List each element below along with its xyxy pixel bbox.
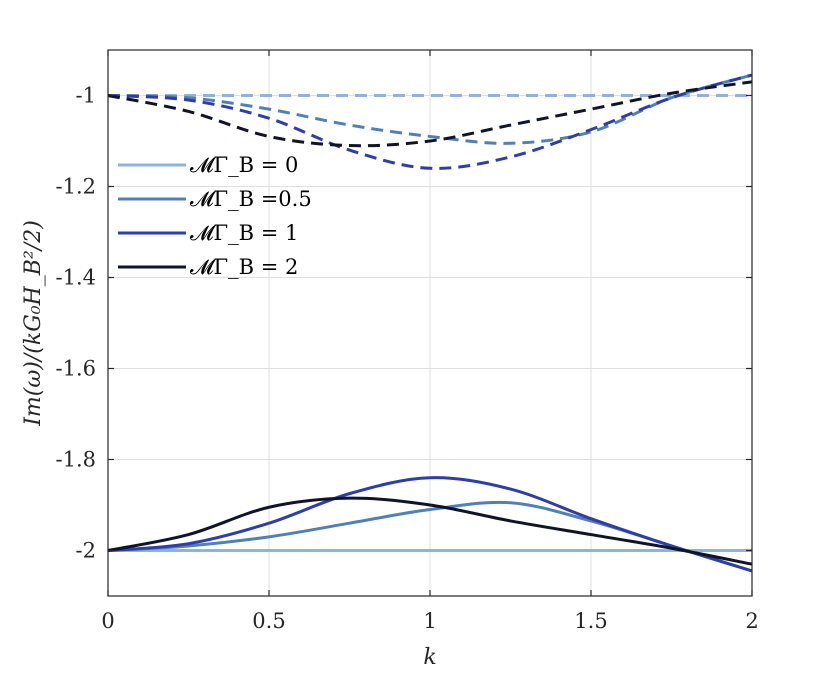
dashed-series-line-5: [107, 73, 753, 145]
legend-label: 𝓜Γ_B =0.5: [190, 187, 312, 211]
x-tick-label: 2: [745, 609, 758, 633]
dashed-series-line-6: [107, 73, 753, 170]
y-tick-label: -1: [76, 84, 96, 108]
series-line-3: [107, 496, 753, 566]
series-line-2: [107, 476, 753, 573]
x-axis-label: k: [423, 645, 436, 670]
grid: [107, 50, 753, 596]
x-tick-label: 1.5: [574, 609, 607, 633]
y-tick-label: -1.2: [56, 175, 97, 199]
legend-label: 𝓜Γ_B = 1: [190, 221, 298, 245]
y-axis-label: Im(ω)/(kG₀H_B²/2): [21, 220, 46, 427]
y-tick-label: -1.6: [56, 357, 97, 381]
x-tick-label: 0: [101, 609, 114, 633]
y-tick-label: -2: [76, 539, 96, 563]
dashed-series-line-7: [107, 80, 753, 148]
legend: 𝓜Γ_B = 0 𝓜Γ_B =0.5 𝓜Γ_B = 1 𝓜Γ_B = 2: [118, 153, 312, 279]
x-tick-label: 0.5: [252, 609, 285, 633]
series-lines: [107, 73, 753, 573]
axis-ticks: 0 0.5 1 1.5 2 -1 -1.2 -1.4 -1.6 -1.8 -2: [56, 50, 759, 633]
x-tick-label: 1: [423, 609, 436, 633]
legend-label: 𝓜Γ_B = 2: [190, 255, 298, 279]
y-tick-label: -1.4: [56, 266, 97, 290]
y-tick-label: -1.8: [56, 448, 97, 472]
legend-label: 𝓜Γ_B = 0: [190, 153, 298, 177]
